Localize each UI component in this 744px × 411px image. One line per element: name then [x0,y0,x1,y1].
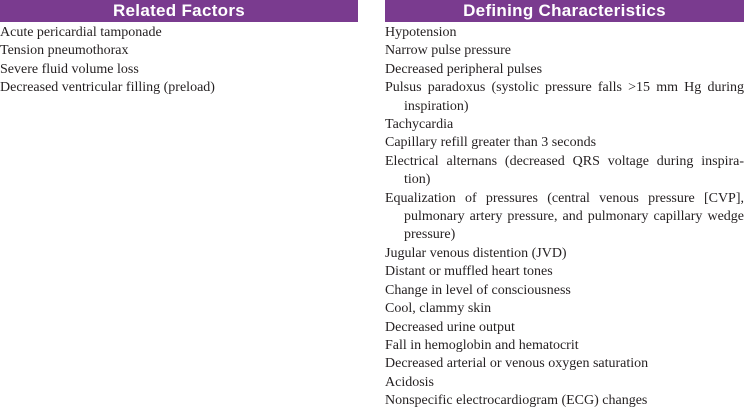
characteristic-item: Acidosis [385,374,434,390]
characteristic-item: Hypotension [385,25,457,40]
related-factors-header: Related Factors [0,0,358,22]
characteristic-item: Nonspecific electrocardiogram (ECG) chan… [385,393,648,409]
related-factor-item: Decreased ventricular filling (preload) [0,80,215,96]
related-factor-item: Tension pneumothorax [0,43,129,59]
defining-characteristics-header: Defining Characteristics [385,0,744,22]
related-factors-column: Related Factors Acute pericardial tampon… [0,0,358,98]
characteristic-item: Jugular venous distention (JVD) [385,245,567,261]
characteristic-item: Decreased peripheral pulses [385,61,543,77]
characteristic-item: Equalization of pressures (central venou… [385,190,744,243]
related-factor-item: Acute pericardial tamponade [0,25,162,40]
characteristic-item: Electrical alternans (decreased QRS volt… [385,153,744,188]
characteristic-item: Cool, clammy skin [385,301,492,317]
characteristic-item: Pulsus paradoxus (systolic pressure fall… [385,80,744,114]
defining-characteristics-column: Defining Characteristics Hypotension Nar… [385,0,744,411]
characteristic-item: Distant or muffled heart tones [385,264,553,280]
characteristic-item: Decreased arterial or venous oxygen satu… [385,356,649,372]
characteristic-item: Decreased urine output [385,319,515,335]
characteristic-item: Capillary refill greater than 3 seconds [385,135,597,151]
defining-characteristics-list: Hypotension Narrow pulse pressure Decrea… [385,22,744,411]
characteristic-item: Change in level of consciousness [385,282,571,298]
characteristic-item: Narrow pulse pressure [385,43,511,59]
characteristic-item: Fall in hemoglobin and hematocrit [385,337,579,353]
related-factors-list: Acute pericardial tamponade Tension pneu… [0,22,358,98]
related-factor-item: Severe fluid volume loss [0,61,139,77]
characteristic-item: Tachycardia [385,117,454,133]
